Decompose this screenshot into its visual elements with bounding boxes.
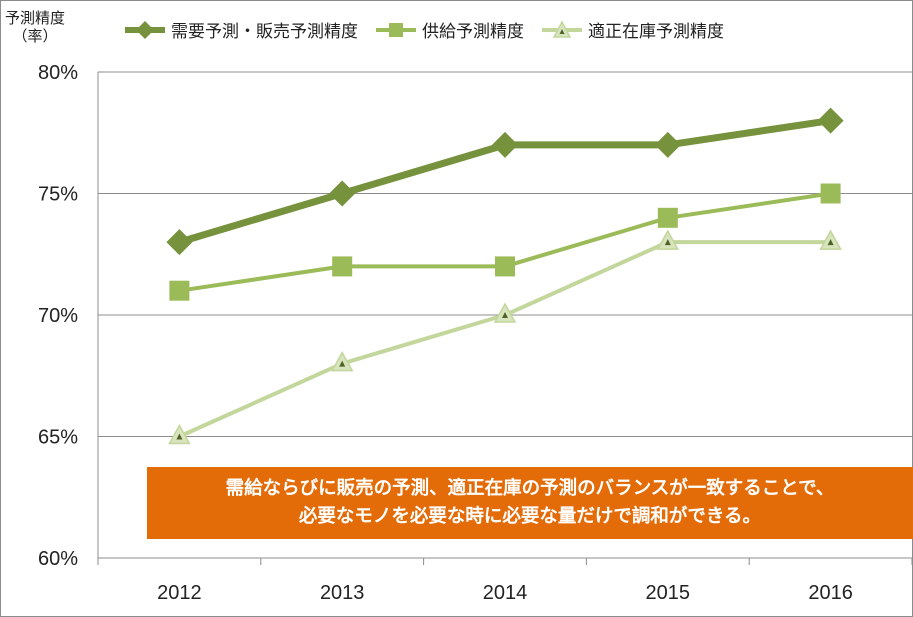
data-point-inventory: [493, 302, 517, 323]
legend: 需要予測・販売予測精度 供給予測精度 適正在庫予測精度: [125, 17, 724, 42]
y-axis-title-line1: 予測精度: [5, 9, 66, 27]
data-point-demand: [166, 229, 193, 256]
data-point-inventory: [168, 423, 191, 445]
y-axis-title: 予測精度 （率）: [5, 9, 65, 45]
y-tick-label: 65%: [38, 427, 78, 449]
legend-item-supply: 供給予測精度: [376, 17, 524, 42]
legend-item-inventory: 適正在庫予測精度: [542, 17, 724, 42]
data-point-supply: [495, 256, 515, 277]
legend-label-inventory: 適正在庫予測精度: [588, 22, 724, 42]
y-tick-label: 75%: [38, 184, 78, 206]
data-point-inventory: [330, 351, 354, 372]
x-tick-label: 2012: [157, 582, 202, 604]
legend-inventory-marker-icon: [542, 19, 582, 38]
annotation-line1: 需給ならびに販売の予測、適正在庫の予測のバランスが一致することで、: [225, 478, 835, 499]
legend-label-supply: 供給予測精度: [422, 22, 524, 42]
x-tick-label: 2014: [483, 582, 528, 604]
data-point-inventory: [819, 229, 842, 250]
x-tick-label: 2016: [808, 582, 853, 604]
y-axis-title-line2: （率）: [12, 27, 58, 45]
y-tick-label: 80%: [38, 62, 78, 84]
y-tick-label: 70%: [38, 305, 78, 327]
x-tick-label: 2015: [646, 582, 691, 604]
data-point-supply: [332, 256, 353, 277]
data-point-demand: [654, 131, 681, 158]
data-point-demand: [329, 180, 356, 207]
x-tick-label: 2013: [320, 582, 365, 604]
data-point-demand: [492, 131, 518, 158]
data-point-inventory: [656, 229, 680, 250]
data-point-supply: [169, 280, 190, 301]
data-point-supply: [657, 207, 678, 228]
legend-label-demand: 需要予測・販売予測精度: [171, 22, 358, 42]
y-tick-label: 60%: [38, 548, 78, 570]
legend-supply-marker-icon: [376, 22, 416, 37]
data-point-demand: [817, 107, 844, 134]
annotation-banner: 需給ならびに販売の予測、適正在庫の予測のバランスが一致することで、 必要なモノを…: [147, 467, 913, 539]
legend-demand-marker-icon: [125, 20, 165, 39]
data-point-supply: [820, 183, 841, 204]
annotation-line2: 必要なモノを必要な時に必要な量だけで調和ができる。: [298, 506, 762, 527]
legend-item-demand: 需要予測・販売予測精度: [125, 17, 358, 42]
